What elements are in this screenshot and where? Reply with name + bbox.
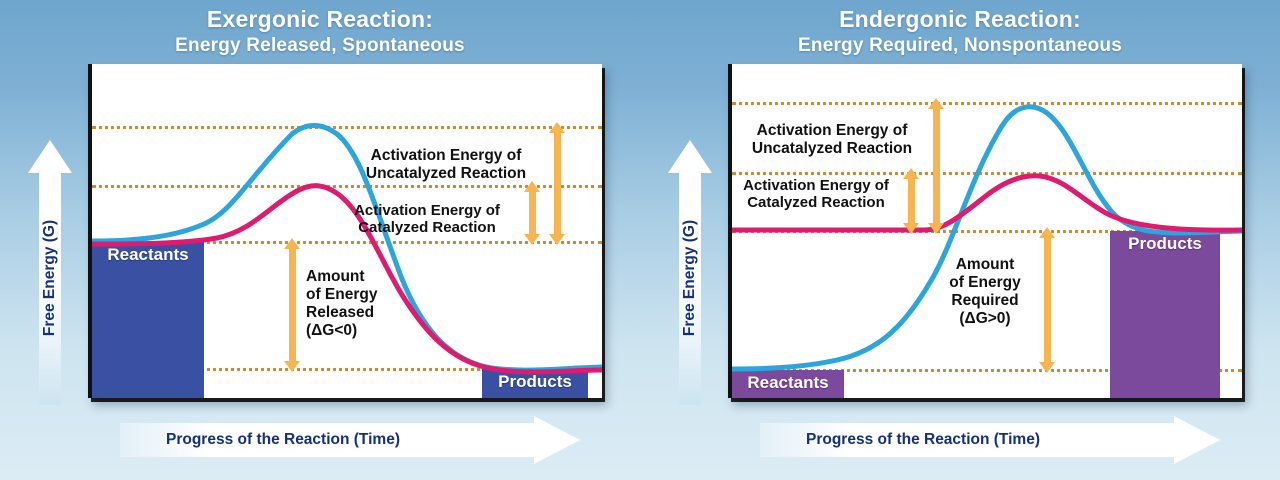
arrow-head-down-icon	[284, 361, 300, 372]
arrow-head-up-icon	[903, 168, 919, 179]
products-label: Products	[1128, 234, 1202, 253]
x-axis-arrow-exergonic: Progress of the Reaction (Time)	[120, 416, 580, 464]
reactants-block: Reactants	[92, 242, 204, 398]
y-axis-arrow-exergonic: Free Energy (G)	[28, 140, 72, 405]
arrow-head-down-icon	[928, 223, 944, 234]
energy-diagram-exergonic: Reactants Products Activatio	[88, 64, 602, 398]
arrow-shaft	[933, 107, 940, 225]
arrow-head-up-icon	[284, 238, 300, 249]
arrow-shaft	[679, 171, 701, 405]
x-axis-label: Progress of the Reaction (Time)	[806, 431, 1040, 448]
catalyzed-curve-exergonic	[92, 183, 602, 375]
products-block: Products	[1110, 231, 1220, 398]
arrow-delta-g-released	[284, 238, 301, 372]
catalyzed-curve-endergonic	[732, 173, 1242, 233]
energy-level-line-catalyzed-peak	[92, 185, 602, 188]
panel-exergonic: Exergonic Reaction: Energy Released, Spo…	[28, 6, 602, 464]
arrow-head-right-icon	[1174, 416, 1220, 464]
energy-level-line-uncatalyzed-peak	[732, 102, 1242, 105]
energy-level-line-reactants	[92, 241, 602, 244]
label-activation-energy-catalyzed: Activation Energy of Catalyzed Reaction	[743, 177, 889, 212]
arrow-head-down-icon	[524, 234, 540, 245]
energy-level-line-products	[92, 368, 602, 371]
panel-subtitle-line2: Energy Released, Spontaneous	[175, 35, 465, 56]
arrow-head-up-icon	[668, 140, 712, 173]
arrow-head-up-icon	[524, 181, 540, 192]
label-delta-g-required: Amount of Energy Required (ΔG>0)	[949, 256, 1021, 327]
panel-endergonic: Endergonic Reaction: Energy Required, No…	[640, 0, 1280, 480]
reactants-label: Reactants	[107, 245, 189, 264]
arrow-head-up-icon	[549, 122, 565, 133]
arrow-activation-energy-catalyzed	[903, 168, 920, 234]
y-axis-arrow-endergonic: Free Energy (G)	[668, 140, 712, 405]
energy-level-line-reactants	[732, 369, 1242, 372]
arrow-head-down-icon	[549, 234, 565, 245]
label-activation-energy-uncatalyzed: Activation Energy of Uncatalyzed Reactio…	[751, 122, 913, 157]
arrow-head-up-icon	[928, 98, 944, 109]
arrow-shaft	[760, 423, 1176, 457]
arrow-shaft	[529, 190, 536, 236]
arrow-activation-energy-catalyzed	[524, 181, 541, 245]
x-axis-label: Progress of the Reaction (Time)	[166, 431, 400, 448]
reactants-label: Reactants	[747, 373, 829, 392]
energy-diagram-endergonic: Reactants Products Activation Energy o	[728, 64, 1242, 398]
label-activation-energy-uncatalyzed: Activation Energy of Uncatalyzed Reactio…	[365, 147, 527, 182]
y-axis-label: Free Energy (G)	[681, 219, 698, 336]
panel-title-line1: Endergonic Reaction:	[839, 6, 1081, 32]
x-axis-arrow-endergonic: Progress of the Reaction (Time)	[760, 416, 1220, 464]
reaction-curves-endergonic	[732, 104, 1242, 372]
arrow-shaft	[1044, 236, 1051, 364]
energy-level-line-uncatalyzed-peak	[92, 126, 602, 129]
energy-level-line-products	[732, 230, 1242, 233]
panel-subtitle-line2: Energy Required, Nonspontaneous	[798, 35, 1122, 56]
reactants-block: Reactants	[732, 370, 844, 398]
arrow-head-up-icon	[1039, 227, 1055, 238]
arrow-head-down-icon	[903, 223, 919, 234]
arrow-delta-g-required	[1039, 227, 1056, 373]
arrow-activation-energy-uncatalyzed	[928, 98, 945, 234]
products-block: Products	[482, 369, 588, 398]
energy-level-line-catalyzed-peak	[732, 172, 1242, 175]
label-activation-energy-catalyzed: Activation Energy of Catalyzed Reaction	[354, 202, 500, 237]
arrow-shaft	[554, 131, 561, 236]
arrow-head-up-icon	[28, 140, 72, 173]
reaction-curves-exergonic	[92, 122, 602, 375]
arrow-shaft	[120, 423, 536, 457]
arrow-activation-energy-uncatalyzed	[549, 122, 566, 245]
arrow-shaft	[908, 177, 915, 225]
arrow-head-right-icon	[534, 416, 580, 464]
products-label: Products	[498, 372, 572, 391]
arrow-shaft	[289, 247, 296, 363]
label-delta-g-released: Amount of Energy Released (ΔG<0)	[306, 268, 378, 339]
y-axis-label: Free Energy (G)	[41, 219, 58, 336]
arrow-head-down-icon	[1039, 362, 1055, 373]
uncatalyzed-curve-endergonic	[732, 104, 1242, 372]
panel-title-line1: Exergonic Reaction:	[206, 6, 434, 32]
arrow-shaft	[39, 171, 61, 405]
